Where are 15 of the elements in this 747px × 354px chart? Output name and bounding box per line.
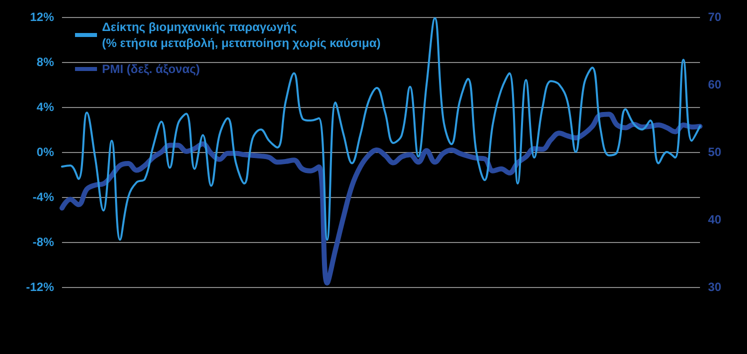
line-series <box>61 17 701 241</box>
y-tick-label: 8% <box>36 55 54 69</box>
y-tick-label: -8% <box>32 235 54 249</box>
y2-tick-label: 30 <box>708 280 722 294</box>
y-tick-label: 12% <box>30 10 54 24</box>
legend-label: Δείκτης βιομηχανικής παραγωγής (% ετήσια μεταβολή, μεταποίηση χωρίς καύσιμα) <box>102 20 381 50</box>
y-tick-label: -12% <box>26 280 54 294</box>
legend-label: PMI (δεξ. άξονας) <box>102 62 200 76</box>
y2-tick-label: 50 <box>708 145 722 159</box>
y2-tick-label: 60 <box>708 78 722 92</box>
y2-tick-label: 70 <box>708 10 722 24</box>
y-tick-label: 0% <box>36 145 54 159</box>
y2-tick-label: 40 <box>708 212 722 226</box>
y-tick-label: -4% <box>32 190 54 204</box>
y-tick-label: 4% <box>36 100 54 114</box>
